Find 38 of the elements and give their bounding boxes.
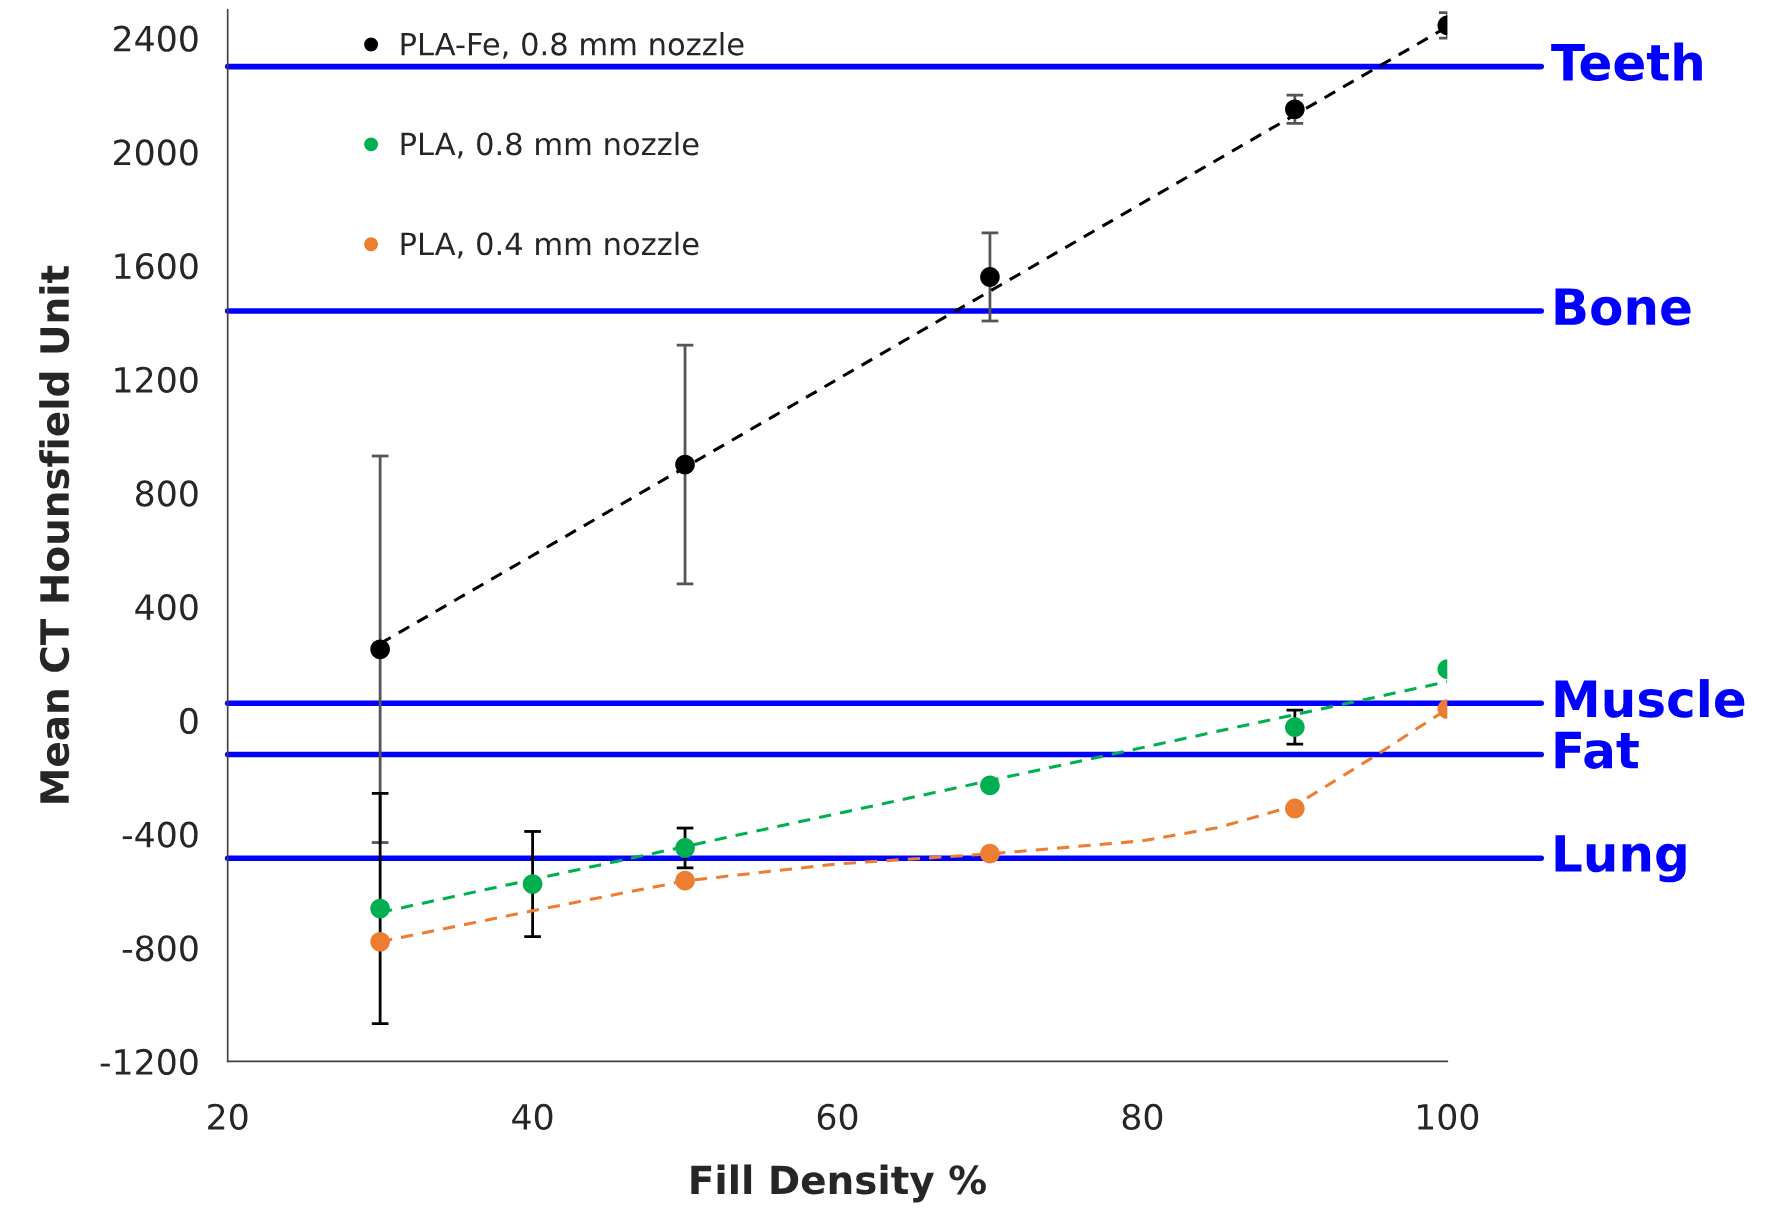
x-tick-label: 100 [1417, 1103, 1479, 1130]
x-tick-label: 80 [1122, 1103, 1163, 1130]
legend-label: PLA, 0.8 mm nozzle [401, 131, 699, 159]
point [1285, 717, 1305, 737]
point [980, 843, 1000, 864]
point [675, 454, 695, 475]
y-tick-label: 2000 [114, 139, 198, 166]
x-tick-label: 60 [817, 1103, 858, 1130]
y-tick-label: -1200 [100, 1048, 198, 1076]
ref-line-label: Muscle [1555, 679, 1745, 718]
y-tick-label: 2400 [114, 25, 198, 52]
point [370, 639, 390, 660]
point [522, 874, 543, 894]
legend-label: PLA, 0.4 mm nozzle [401, 231, 699, 259]
point [1285, 99, 1305, 120]
point [370, 898, 390, 919]
point [1285, 798, 1305, 819]
x-axis-title: Fill Density % [691, 1164, 986, 1203]
ref-line-label: Fat [1555, 731, 1639, 769]
y-tick-label: 800 [135, 480, 198, 507]
point [370, 931, 390, 952]
x-tick-label: 20 [208, 1103, 248, 1130]
x-tick-label: 40 [512, 1103, 553, 1130]
ref-line-label: Lung [1555, 835, 1686, 883]
point [675, 870, 695, 891]
ref-line-label: Bone [1555, 288, 1691, 326]
point [980, 775, 1000, 796]
y-tick-label: -800 [122, 935, 198, 962]
y-tick-label: 1600 [115, 252, 198, 280]
legend-label: PLA-Fe, 0.8 mm nozzle [401, 32, 744, 59]
y-tick-label: -400 [122, 821, 198, 848]
y-tick-label: 1200 [115, 366, 198, 393]
point [675, 838, 695, 858]
y-tick-label: 400 [135, 594, 198, 621]
y-axis-title: Mean CT Hounsfield Unit [39, 265, 70, 803]
y-tick-label: 0 [180, 707, 198, 735]
ref-line-label: Teeth [1551, 42, 1702, 82]
point [980, 267, 1000, 287]
